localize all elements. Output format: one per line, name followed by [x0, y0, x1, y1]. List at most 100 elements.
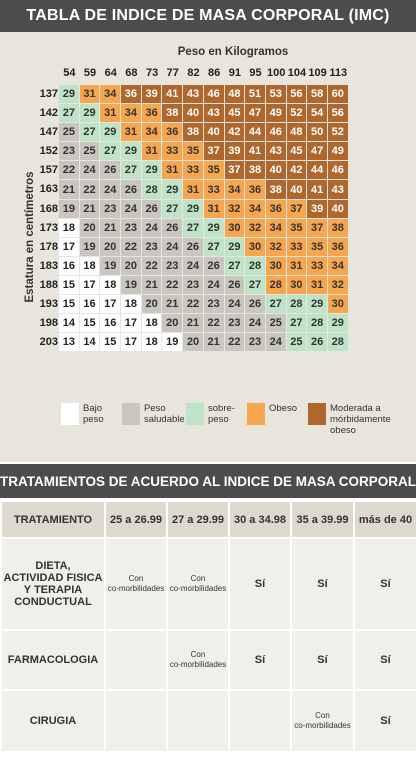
height-label: 163 — [39, 183, 58, 196]
bmi-cell: 38 — [265, 180, 286, 199]
bmi-cell: 35 — [183, 142, 203, 161]
bmi-cell: 37 — [224, 161, 245, 180]
bmi-cell: 22 — [162, 275, 183, 295]
weight-label: 77 — [166, 67, 179, 79]
bmi-cell: 32 — [265, 237, 286, 256]
weight-label: 73 — [145, 67, 159, 79]
row-label-dieta: DIETA, ACTIVIDAD FISICA Y TERAPIA CONDUC… — [0, 537, 106, 631]
bmi-cell: 15 — [79, 314, 100, 333]
bmi-cell: 28 — [307, 314, 327, 333]
bmi-cell: 19 — [79, 237, 100, 256]
bmi-cell: 24 — [141, 218, 162, 237]
bmi-cell: 38 — [183, 123, 203, 142]
bmi-cell: 36 — [162, 123, 183, 142]
bmi-cell: 36 — [121, 85, 141, 104]
bmi-cell: 32 — [245, 218, 265, 237]
legend-swatch-bajo — [61, 403, 79, 425]
bmi-cell: 60 — [327, 85, 348, 104]
bmi-cell: 27 — [265, 295, 286, 314]
bmi-cell: 27 — [162, 199, 183, 218]
bmi-cell: 27 — [203, 237, 224, 256]
height-label: 168 — [39, 202, 58, 215]
height-column: 137 142 147 152 157 163 168 173 178 183 188 193 198 2… — [32, 85, 58, 352]
bmi-cell: 23 — [162, 256, 183, 275]
legend-bajo-peso: Bajo peso — [61, 403, 104, 425]
bmi-cell: 22 — [224, 333, 245, 352]
header-range: 30 a 34.98 — [228, 500, 292, 539]
cell-empty — [228, 689, 292, 753]
bmi-cell: 30 — [224, 218, 245, 237]
grid-row: 21 22 24 26 28 29 31 33 34 36 38 40 41 43 — [59, 180, 349, 199]
bmi-cell: 48 — [286, 123, 307, 142]
bmi-cell: 53 — [265, 85, 286, 104]
bmi-cell: 15 — [59, 275, 79, 295]
bmi-cell: 18 — [79, 256, 100, 275]
grid-row: 14 15 16 17 18 20 21 22 23 24 25 27 28 29 — [59, 314, 349, 333]
cell-si: Sí — [353, 629, 416, 691]
bmi-cell: 38 — [245, 161, 265, 180]
height-label: 178 — [39, 240, 58, 253]
bmi-cell: 34 — [100, 85, 121, 104]
cell-si: Sí — [290, 537, 355, 631]
bmi-cell: 24 — [79, 161, 100, 180]
cell-con-comorbilidades: Con co-morbilidades — [290, 689, 355, 753]
row-label-cirugia: CIRUGIA — [0, 689, 106, 753]
bmi-cell: 34 — [121, 104, 141, 123]
header-range: 27 a 29.99 — [166, 500, 230, 539]
bmi-cell: 26 — [121, 180, 141, 199]
bmi-cell: 40 — [286, 180, 307, 199]
bmi-cell: 27 — [245, 275, 265, 295]
bmi-cell: 19 — [121, 275, 141, 295]
bmi-cell: 30 — [327, 295, 348, 314]
weight-label: 100 — [267, 67, 286, 79]
bmi-cell: 22 — [141, 256, 162, 275]
bmi-cell: 42 — [224, 123, 245, 142]
bmi-cell: 26 — [245, 295, 265, 314]
bmi-cell: 41 — [307, 180, 327, 199]
bmi-cell: 27 — [121, 161, 141, 180]
weight-label: 82 — [187, 67, 200, 79]
height-label: 198 — [39, 317, 58, 330]
legend-label: Peso — [144, 403, 166, 414]
weight-label: 54 — [63, 67, 76, 79]
grid-row: 18 20 21 23 24 26 27 29 30 32 34 35 37 38 — [59, 218, 349, 238]
bmi-cell: 26 — [203, 256, 224, 275]
bmi-cell: 58 — [307, 85, 327, 104]
bmi-cell: 31 — [79, 85, 100, 104]
bmi-cell: 15 — [100, 333, 121, 352]
bmi-cell: 44 — [307, 161, 327, 180]
bmi-cell: 29 — [79, 104, 100, 123]
cell-si: Sí — [353, 689, 416, 753]
cell-con-comorbilidades: Con co-morbilidades — [104, 537, 168, 631]
bmi-cell: 44 — [245, 123, 265, 142]
table-row: CIRUGIA Con co-morbilidades Sí — [0, 689, 416, 753]
bmi-cell: 21 — [100, 218, 121, 237]
weight-label: 95 — [249, 67, 262, 79]
bmi-cell: 24 — [183, 256, 203, 275]
bmi-cell: 24 — [265, 333, 286, 352]
bmi-cell: 34 — [141, 123, 162, 142]
grid-row: 16 18 19 20 22 23 24 26 27 28 30 31 33 34 — [59, 256, 349, 276]
bmi-cell: 37 — [307, 218, 327, 237]
bmi-cell: 30 — [245, 237, 265, 256]
bmi-cell: 48 — [224, 85, 245, 104]
header-range: más de 40 — [353, 500, 416, 539]
grid-row: 27 29 31 34 36 38 40 43 45 47 49 52 54 56 — [59, 104, 349, 123]
bmi-cell: 38 — [162, 104, 183, 123]
bmi-cell: 24 — [245, 314, 265, 333]
bmi-cell: 17 — [121, 333, 141, 352]
bmi-cell: 24 — [162, 237, 183, 256]
bmi-cell: 41 — [245, 142, 265, 161]
bmi-cell: 18 — [59, 218, 79, 237]
bmi-cell: 25 — [59, 123, 79, 142]
height-label: 173 — [39, 221, 58, 234]
bmi-cell: 29 — [224, 237, 245, 256]
bmi-cell: 19 — [59, 199, 79, 218]
legend-label: Obeso — [269, 403, 297, 414]
legend: Bajo peso Peso saludable sobre- peso Obe… — [59, 403, 409, 453]
bmi-cell: 23 — [59, 142, 79, 161]
weight-label: 64 — [104, 67, 117, 79]
bmi-cell: 20 — [121, 256, 141, 275]
legend-label: saludable — [144, 414, 185, 425]
